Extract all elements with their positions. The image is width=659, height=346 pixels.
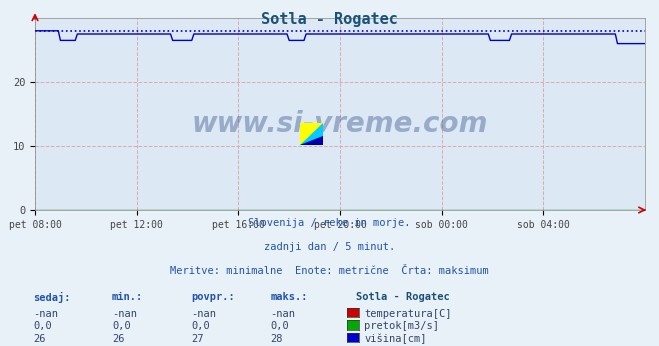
Polygon shape (300, 123, 323, 145)
Polygon shape (300, 136, 323, 145)
Text: zadnji dan / 5 minut.: zadnji dan / 5 minut. (264, 242, 395, 252)
Text: 26: 26 (112, 334, 125, 344)
Text: Slovenija / reke in morje.: Slovenija / reke in morje. (248, 218, 411, 228)
Text: 27: 27 (191, 334, 204, 344)
Text: -nan: -nan (112, 309, 137, 319)
Text: -nan: -nan (191, 309, 216, 319)
Text: višina[cm]: višina[cm] (364, 334, 427, 344)
Text: -nan: -nan (270, 309, 295, 319)
Text: sedaj:: sedaj: (33, 292, 71, 303)
Text: 0,0: 0,0 (112, 321, 130, 331)
Text: 0,0: 0,0 (191, 321, 210, 331)
Text: 0,0: 0,0 (270, 321, 289, 331)
Polygon shape (300, 123, 323, 145)
Text: 28: 28 (270, 334, 283, 344)
Text: pretok[m3/s]: pretok[m3/s] (364, 321, 440, 331)
Text: maks.:: maks.: (270, 292, 308, 302)
Text: Sotla - Rogatec: Sotla - Rogatec (261, 12, 398, 27)
Text: 26: 26 (33, 334, 45, 344)
Text: min.:: min.: (112, 292, 143, 302)
Text: temperatura[C]: temperatura[C] (364, 309, 452, 319)
Text: povpr.:: povpr.: (191, 292, 235, 302)
Text: -nan: -nan (33, 309, 58, 319)
Text: Meritve: minimalne  Enote: metrične  Črta: maksimum: Meritve: minimalne Enote: metrične Črta:… (170, 266, 489, 276)
Text: 0,0: 0,0 (33, 321, 51, 331)
Text: www.si-vreme.com: www.si-vreme.com (192, 110, 488, 138)
Text: Sotla - Rogatec: Sotla - Rogatec (356, 292, 449, 302)
